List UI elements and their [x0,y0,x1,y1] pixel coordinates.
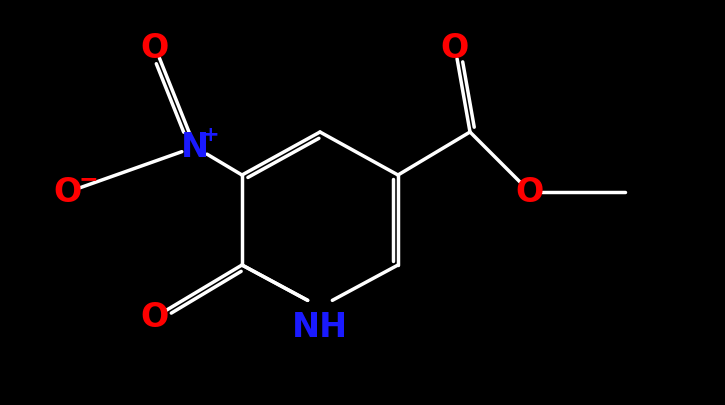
Text: O: O [141,301,169,334]
Text: −: − [78,166,98,190]
Text: +: + [202,125,220,145]
Text: NH: NH [292,311,348,344]
Text: O: O [141,32,169,64]
Text: O: O [441,32,469,64]
Text: N: N [181,131,209,164]
Text: O: O [54,176,82,209]
Text: O: O [516,176,544,209]
